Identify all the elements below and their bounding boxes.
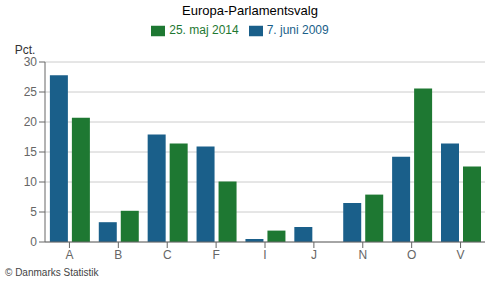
svg-text:0: 0 bbox=[30, 235, 37, 249]
svg-text:Pct.: Pct. bbox=[15, 43, 36, 57]
svg-text:A: A bbox=[65, 248, 73, 262]
svg-text:N: N bbox=[358, 248, 367, 262]
svg-text:J: J bbox=[311, 248, 317, 262]
html-text:© Danmarks Statistik: © Danmarks Statistik bbox=[5, 267, 99, 278]
svg-text:30: 30 bbox=[24, 55, 38, 69]
html-text:7. juni 2009: 7. juni 2009 bbox=[266, 23, 329, 37]
svg-text:B: B bbox=[114, 248, 122, 262]
svg-text:15: 15 bbox=[24, 145, 38, 159]
svg-text:O: O bbox=[407, 248, 416, 262]
svg-text:F: F bbox=[212, 248, 219, 262]
svg-text:V: V bbox=[457, 248, 465, 262]
html-text:Europa-Parlamentsvalg: Europa-Parlamentsvalg bbox=[182, 3, 318, 18]
svg-text:5: 5 bbox=[30, 205, 37, 219]
svg-text:10: 10 bbox=[24, 175, 38, 189]
html-text:25. maj 2014: 25. maj 2014 bbox=[169, 23, 239, 37]
svg-text:C: C bbox=[163, 248, 172, 262]
svg-text:I: I bbox=[263, 248, 266, 262]
svg-text:20: 20 bbox=[24, 115, 38, 129]
svg-text:25: 25 bbox=[24, 85, 38, 99]
